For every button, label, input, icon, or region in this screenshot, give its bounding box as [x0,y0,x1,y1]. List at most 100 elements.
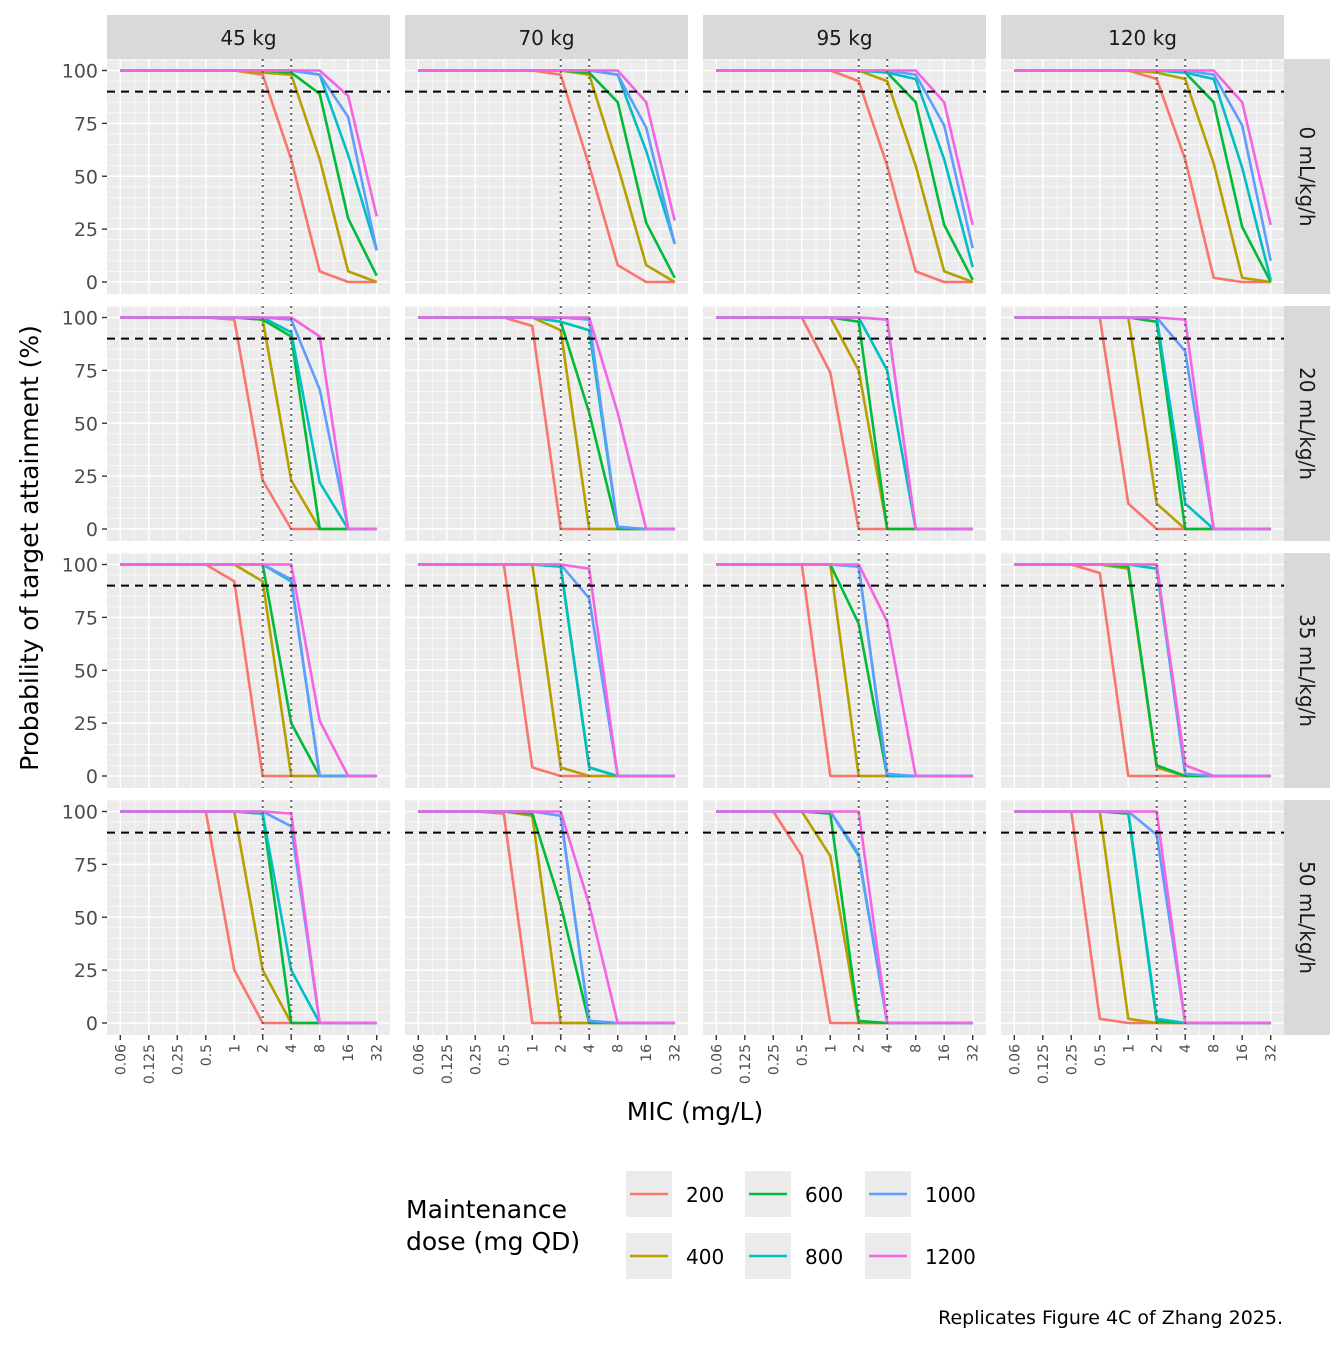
legend-label: 600 [805,1183,843,1207]
legend: Maintenance dose (mg QD) 200 400 600 800 100… [406,1171,976,1279]
x-tick-label: 1 [823,1044,839,1053]
x-tick-label: 32 [370,1044,386,1062]
x-tick-label: 16 [1235,1044,1251,1062]
strip-label: 35 mL/kg/h [1295,614,1319,727]
y-tick-label: 50 [74,907,98,929]
panel-r2-c1 [107,306,390,541]
series-line-1200 [716,69,974,226]
panel-r1-c2 [405,59,688,294]
strip-background [1284,59,1330,294]
y-tick-label: 75 [74,360,98,382]
series-line-1200 [418,69,676,222]
y-tick-label: 50 [74,413,98,435]
y-tick-label: 100 [62,308,98,330]
legend-item-400: 400 [626,1233,724,1279]
strip-label: 20 mL/kg/h [1295,367,1319,480]
panel-r2-c2 [405,306,688,541]
y-tick-label: 0 [86,272,98,294]
x-tick-label: 0.25 [468,1044,484,1075]
strip-background [1284,553,1330,788]
y-tick-label: 0 [86,766,98,788]
panel-r1-c4 [1001,59,1284,294]
panel-r2-c4 [1001,306,1284,541]
series-line-1200 [120,316,377,531]
panel-r3-c1 [107,553,390,788]
x-tick-label: 0.5 [795,1044,811,1066]
axes: 0 25 50 75 100 0 25 50 75 100 0 25 50 75 100 0 25 50 75 100… [62,61,1280,1085]
x-tick-label: 8 [313,1044,329,1053]
x-tick-label: 8 [909,1044,925,1053]
y-axis-title: Probability of target attainment (%) [15,325,44,771]
y-tick-label: 100 [62,61,98,83]
x-tick-label: 0.25 [1064,1044,1080,1075]
strip-background [405,15,688,59]
strip-label: 50 mL/kg/h [1295,861,1319,974]
series-line-1200 [716,316,973,531]
legend-label: 800 [805,1245,843,1269]
panel-r1-c1 [107,59,390,294]
x-tick-label: 0.5 [199,1044,215,1066]
x-tick-label: 2 [554,1044,570,1053]
x-tick-label: 0.125 [440,1044,456,1084]
x-tick-label: 1 [525,1044,541,1053]
legend-title-line1: Maintenance [406,1195,567,1224]
legend-item-1000: 1000 [865,1171,976,1217]
series-line-1200 [1014,69,1272,226]
legend-item-1200: 1200 [865,1233,976,1279]
y-tick-label: 50 [74,166,98,188]
x-tick-label: 4 [284,1044,300,1053]
x-tick-label: 2 [852,1044,868,1053]
y-tick-label: 0 [86,519,98,541]
x-tick-label: 0.5 [1093,1044,1109,1066]
x-tick-label: 16 [937,1044,953,1062]
panel-r2-c3 [703,306,986,541]
strip-column-1: 45 kg [107,15,390,59]
strip-column-3: 95 kg [703,15,986,59]
y-tick-label: 75 [74,113,98,135]
panel-r4-c1 [107,800,390,1035]
x-tick-label: 8 [1207,1044,1223,1053]
panel-r3-c3 [703,553,986,788]
series-line-1200 [418,563,675,778]
series-line-1200 [1014,563,1271,778]
strip-background [1001,15,1284,59]
strip-background [1284,306,1330,541]
strip-background [107,15,390,59]
series-line-1200 [1014,316,1271,531]
x-tick-label: 4 [880,1044,896,1053]
panel-r4-c4 [1001,800,1284,1035]
strip-column-4: 120 kg [1001,15,1284,59]
x-tick-label: 4 [1178,1044,1194,1053]
strip-label: 45 kg [220,26,276,50]
x-tick-label: 0.25 [766,1044,782,1075]
x-tick-label: 32 [1264,1044,1280,1062]
y-tick-label: 25 [74,713,98,735]
legend-item-200: 200 [626,1171,724,1217]
y-tick-label: 50 [74,660,98,682]
legend-item-800: 800 [745,1233,843,1279]
x-tick-label: 4 [582,1044,598,1053]
y-tick-label: 100 [62,802,98,824]
series-line-1200 [716,563,973,778]
strip-label: 70 kg [518,26,574,50]
y-tick-label: 25 [74,466,98,488]
panel-r3-c4 [1001,553,1284,788]
legend-keys: 200 400 600 800 1000 1200 [626,1171,976,1279]
legend-label: 200 [686,1183,724,1207]
x-tick-label: 0.25 [170,1044,186,1075]
strip-column-2: 70 kg [405,15,688,59]
series-line-1200 [120,69,378,217]
series-line-1200 [716,810,973,1025]
x-tick-label: 0.06 [1007,1044,1023,1075]
x-tick-label: 16 [639,1044,655,1062]
x-tick-label: 0.06 [113,1044,129,1075]
series-line-1200 [120,810,377,1025]
x-tick-label: 16 [341,1044,357,1062]
panel-r3-c2 [405,553,688,788]
strip-row-3: 35 mL/kg/h [1284,553,1330,788]
panel-r4-c2 [405,800,688,1035]
strip-background [1284,800,1330,1035]
series-line-1200 [418,316,675,531]
strip-row-2: 20 mL/kg/h [1284,306,1330,541]
series-line-1200 [1014,810,1271,1025]
